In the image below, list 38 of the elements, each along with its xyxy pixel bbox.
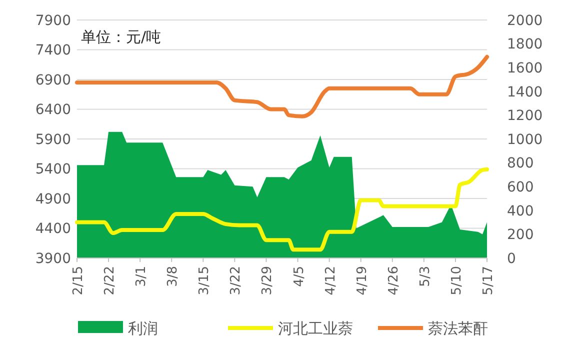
x-tick-label: 3/22 [228, 266, 244, 296]
legend-label: 利润 [128, 319, 158, 338]
x-tick-label: 4/5 [292, 266, 307, 287]
y-tick-label: 3900 [35, 250, 71, 267]
x-tick-label: 3/1 [134, 266, 150, 287]
y-tick-label: 4400 [35, 221, 71, 238]
x-tick-label: 2/15 [71, 266, 86, 296]
x-tick-label: 4/12 [323, 266, 338, 296]
x-tick-label: 5/3 [418, 266, 433, 287]
x-tick-label: 3/29 [260, 266, 276, 296]
y2-tick-label: 1400 [507, 84, 543, 100]
legend-label: 萘法苯酐 [428, 319, 488, 338]
y2-tick-label: 1800 [507, 36, 543, 53]
legend-label: 河北工业萘 [278, 319, 353, 338]
y2-tick-label: 0 [507, 250, 516, 267]
x-tick-label: 5/17 [481, 266, 496, 296]
y2-tick-label: 1000 [507, 132, 543, 148]
y-tick-label: 4900 [35, 191, 71, 208]
x-tick-label: 4/26 [386, 266, 402, 296]
y-tick-label: 7900 [35, 12, 71, 29]
y-tick-label: 6900 [35, 72, 71, 88]
y2-tick-label: 600 [507, 180, 534, 196]
y2-tick-label: 2000 [507, 12, 543, 29]
x-tick-label: 5/10 [449, 266, 464, 296]
y2-tick-label: 800 [507, 156, 534, 172]
y-tick-label: 7400 [35, 42, 71, 59]
x-tick-label: 3/8 [166, 266, 181, 287]
annotation: 单位：元/吨 [81, 28, 162, 46]
y-tick-label: 5900 [35, 132, 71, 148]
y2-tick-label: 400 [507, 203, 534, 220]
x-tick-label: 4/19 [354, 266, 370, 296]
y-tick-label: 6400 [35, 102, 71, 118]
x-tick-label: 3/15 [197, 266, 212, 296]
y2-tick-label: 200 [507, 227, 534, 244]
y-tick-label: 5400 [35, 162, 71, 178]
x-tick-label: 2/22 [102, 266, 118, 296]
y2-tick-label: 1600 [507, 60, 543, 76]
y2-tick-label: 1200 [507, 108, 543, 124]
